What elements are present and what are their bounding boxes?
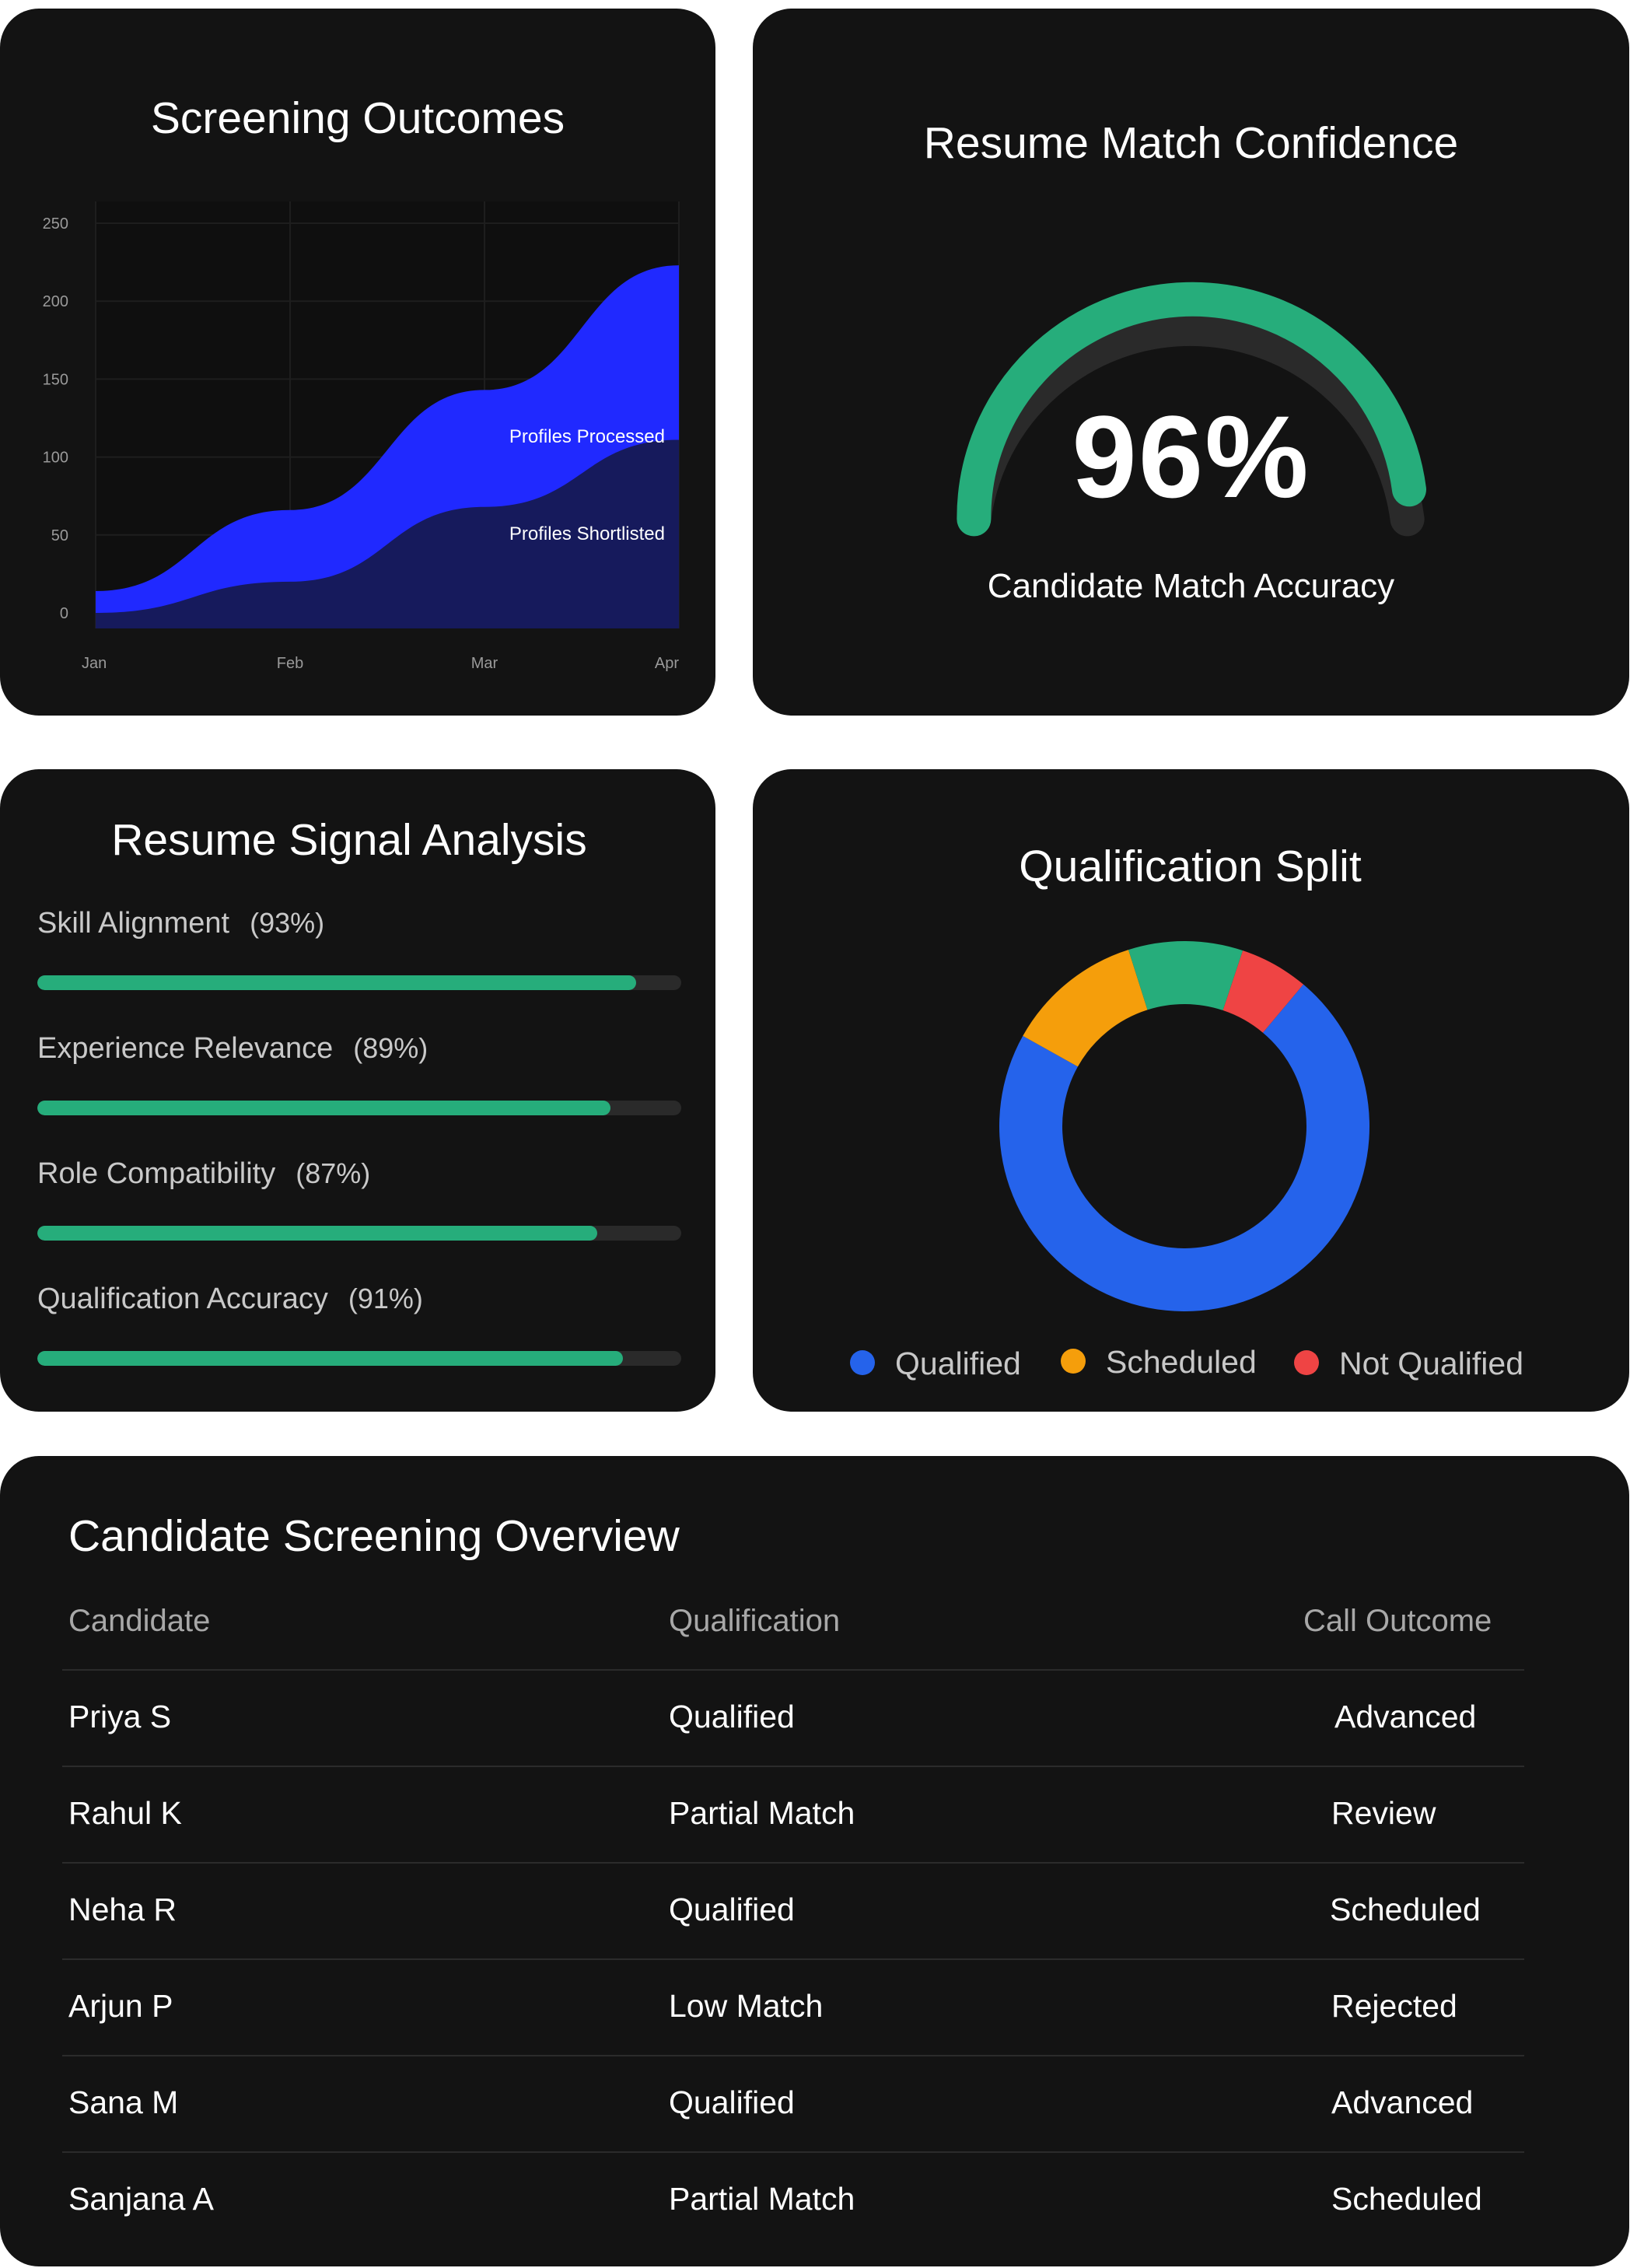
screening-outcomes-chart: Profiles Processed Profiles Shortlisted 0 5…	[43, 201, 680, 672]
confidence-gauge	[957, 282, 1426, 537]
signal-item: Experience Relevance (89%)	[37, 1032, 681, 1125]
qualification-cell: Low Match	[669, 1988, 824, 2024]
column-header-qualification: Qualification	[669, 1604, 841, 1638]
series-label: Profiles Shortlisted	[509, 523, 665, 544]
signal-bar-track	[37, 1226, 681, 1241]
signal-bar-fill	[37, 1351, 624, 1366]
qualification-cell: Qualified	[669, 2084, 795, 2120]
candidate-name-cell: Arjun P	[68, 1988, 173, 2024]
signal-bar-track	[37, 1101, 681, 1115]
candidate-name-cell: Sana M	[68, 2084, 179, 2120]
legend-item: Not Qualified	[1294, 1346, 1523, 1382]
resume-signal-analysis-title: Resume Signal Analysis	[111, 815, 587, 865]
signal-label: Qualification Accuracy (91%)	[37, 1283, 423, 1316]
resume-signal-analysis-card: Resume Signal Analysis Skill Alignment (9…	[0, 769, 715, 1412]
call-outcome-cell: Scheduled	[1330, 1892, 1481, 1927]
resume-match-confidence-card: Resume Match Confidence 96% Candidate Ma…	[753, 9, 1629, 716]
signal-label: Role Compatibility (87%)	[37, 1157, 370, 1191]
candidate-name-cell: Rahul K	[68, 1795, 182, 1831]
resume-match-confidence-title: Resume Match Confidence	[923, 118, 1459, 168]
qualification-split-card: Qualification Split Qualified Scheduled No…	[753, 769, 1629, 1412]
y-tick-label: 50	[51, 527, 68, 544]
qualification-cell: Partial Match	[669, 1795, 855, 1831]
signal-name: Role Compatibility	[37, 1157, 276, 1190]
candidate-name-cell: Sanjana A	[68, 2181, 214, 2217]
signal-bar-track	[37, 975, 681, 990]
signal-percentage: (89%)	[353, 1032, 428, 1064]
screening-outcomes-title: Screening Outcomes	[150, 93, 565, 143]
signal-bar-fill	[37, 1226, 598, 1241]
y-tick-label: 0	[60, 605, 68, 622]
legend-color-dot-icon	[850, 1350, 875, 1376]
donut-slice	[999, 984, 1369, 1311]
y-tick-label: 100	[43, 450, 68, 467]
donut-slice	[1128, 941, 1243, 1011]
y-tick-label: 250	[43, 215, 68, 233]
signal-percentage: (93%)	[250, 907, 325, 939]
signal-label: Experience Relevance (89%)	[37, 1032, 428, 1066]
x-tick-label: Feb	[277, 655, 303, 672]
x-tick-label: Apr	[655, 655, 679, 672]
call-outcome-cell: Advanced	[1331, 2084, 1474, 2120]
signal-bar-fill	[37, 975, 637, 990]
qualification-donut-chart	[999, 941, 1369, 1311]
signal-item: Role Compatibility (87%)	[37, 1157, 681, 1251]
signal-percentage: (87%)	[296, 1157, 371, 1189]
donut-slice	[1023, 950, 1148, 1067]
series-area-profiles-shortlisted	[96, 439, 679, 628]
signal-name: Skill Alignment	[37, 907, 230, 940]
donut-slice	[1222, 950, 1303, 1033]
signal-percentage: (91%)	[348, 1283, 423, 1314]
legend-item: Scheduled	[1061, 1344, 1257, 1381]
y-tick-label: 150	[43, 371, 68, 388]
screening-outcomes-card: Profiles Processed Profiles Shortlisted 0 5…	[0, 9, 715, 716]
call-outcome-cell: Review	[1331, 1795, 1436, 1831]
call-outcome-cell: Rejected	[1331, 1988, 1457, 2024]
qualification-split-title: Qualification Split	[1019, 842, 1362, 891]
call-outcome-cell: Advanced	[1334, 1699, 1477, 1734]
qualification-cell: Partial Match	[669, 2181, 855, 2217]
signal-label: Skill Alignment (93%)	[37, 907, 324, 940]
table-row[interactable]: Sana M Qualified Advanced	[62, 2055, 1524, 2153]
gauge-caption: Candidate Match Accuracy	[987, 567, 1395, 605]
column-header-call-outcome: Call Outcome	[1303, 1604, 1492, 1638]
candidate-name-cell: Neha R	[68, 1892, 177, 1927]
x-tick-label: Jan	[82, 655, 107, 672]
x-tick-label: Mar	[471, 655, 498, 672]
table-row[interactable]: Neha R Qualified Scheduled	[62, 1862, 1524, 1960]
signal-name: Experience Relevance	[37, 1032, 334, 1065]
signal-bar-track	[37, 1351, 681, 1366]
signal-item: Qualification Accuracy (91%)	[37, 1283, 681, 1376]
qualification-cell: Qualified	[669, 1699, 795, 1734]
signal-bar-fill	[37, 1101, 610, 1115]
table-row[interactable]: Rahul K Partial Match Review	[62, 1766, 1524, 1864]
legend-label: Scheduled	[1106, 1344, 1257, 1380]
table-title: Candidate Screening Overview	[68, 1511, 680, 1561]
qualification-cell: Qualified	[669, 1892, 795, 1927]
legend-color-dot-icon	[1061, 1349, 1086, 1374]
legend-item: Qualified	[850, 1346, 1021, 1382]
series-label: Profiles Processed	[509, 426, 665, 447]
legend-label: Qualified	[895, 1346, 1021, 1381]
gauge-value: 96%	[1072, 391, 1310, 522]
candidate-screening-overview-card: Candidate Screening Overview Candidate Q…	[0, 1456, 1629, 2266]
table-row[interactable]: Arjun P Low Match Rejected	[62, 1958, 1524, 2056]
table-row[interactable]: Sanjana A Partial Match Scheduled	[62, 2151, 1524, 2249]
call-outcome-cell: Scheduled	[1331, 2181, 1482, 2217]
column-header-candidate: Candidate	[68, 1604, 211, 1638]
candidate-name-cell: Priya S	[68, 1699, 172, 1734]
signal-name: Qualification Accuracy	[37, 1283, 328, 1315]
signal-item: Skill Alignment (93%)	[37, 907, 681, 1000]
table-row[interactable]: Priya S Qualified Advanced	[62, 1669, 1524, 1767]
legend-color-dot-icon	[1294, 1350, 1319, 1376]
y-tick-label: 200	[43, 293, 68, 310]
gauge-fill	[957, 282, 1426, 537]
legend-label: Not Qualified	[1339, 1346, 1524, 1381]
